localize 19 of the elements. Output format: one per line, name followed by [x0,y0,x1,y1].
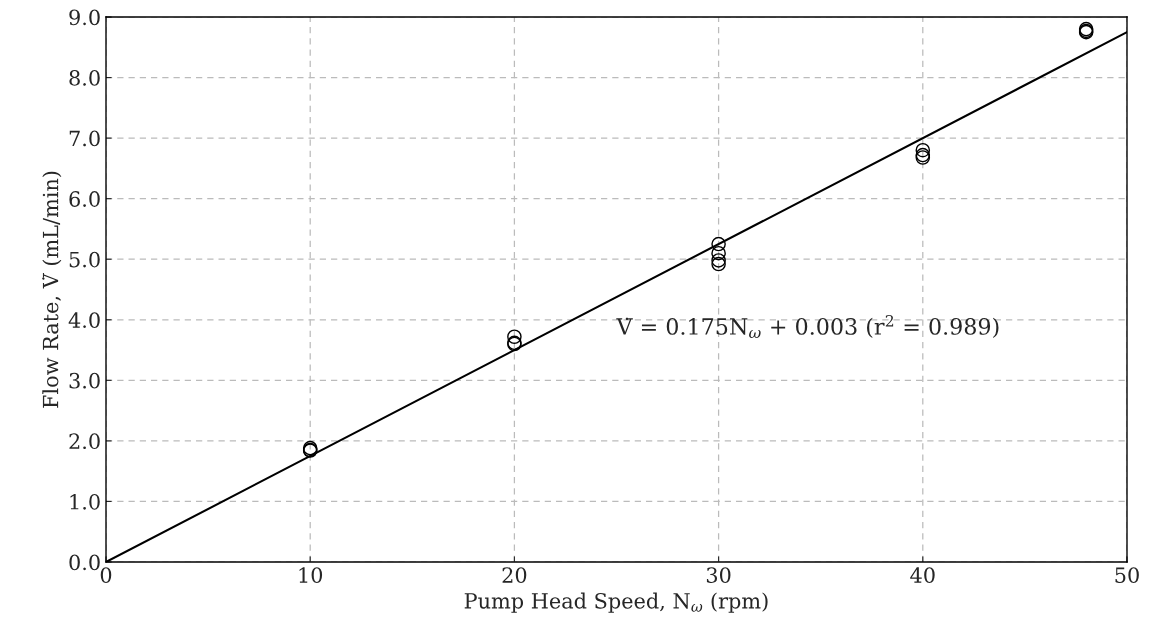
x-tick-label: 30 [706,567,731,583]
y-axis-title: Flow Rate, V̇ (mL/min) [42,171,62,408]
y-tick-label: 5.0 [69,251,100,268]
y-tick-label: 9.0 [69,9,100,26]
y-tick-label: 1.0 [70,493,100,510]
y-tick-label: 8.0 [69,70,100,86]
y-tick-label: 3.0 [69,372,100,389]
annotation: V̇ = 0.175N$_{ω}$ + 0.003 (r$^{2}$ = 0.989) [616,314,999,339]
y-tick-label: 7.0 [69,130,100,147]
y-tick-label: 4.0 [68,312,100,328]
x-tick-label: 50 [1115,567,1139,583]
y-tick-label: 6.0 [69,191,100,207]
x-tick-label: 10 [299,567,323,583]
x-tick-label: 40 [910,567,935,583]
y-tick-label: 0.0 [69,554,100,571]
y-tick-label: 2.0 [69,433,100,450]
x-axis-title: Pump Head Speed, N$_{ω}$ (rpm) [464,592,768,613]
x-tick-label: 0 [100,567,112,583]
x-tick-label: 20 [502,567,527,583]
